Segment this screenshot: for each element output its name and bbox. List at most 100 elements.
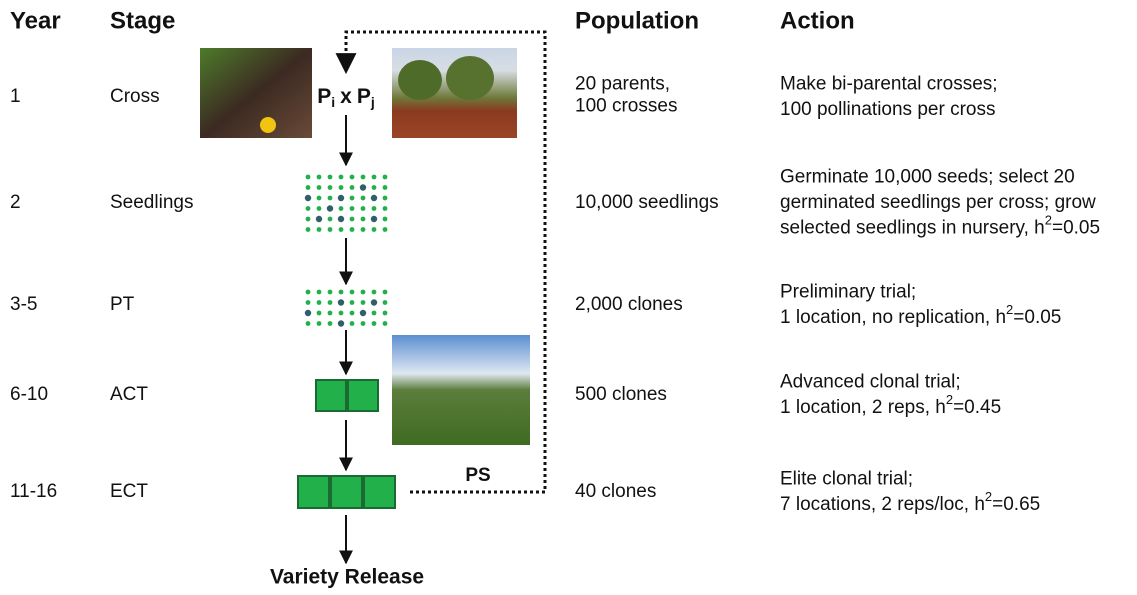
subscript: i [331,94,335,110]
seedling-dot [327,321,333,326]
stage: Seedlings [110,192,193,213]
seedling-dot [382,206,388,211]
seedling-dot [305,216,311,222]
year: 1 [10,86,21,107]
seedling-dot [305,227,311,232]
action-text: =0.05 [1052,218,1100,239]
seedling-dot [371,185,377,190]
photo-hand [200,48,312,138]
seedling-dot [304,194,312,202]
seedling-dot [371,289,377,295]
seedling-dot [327,300,333,305]
action-text: selected seedlings in nursery, h [780,218,1045,239]
action-line: 1 location, 2 reps, h2=0.45 [780,392,1001,418]
seedling-dot [360,216,366,222]
stage: PT [110,294,135,315]
seedling-dot [338,174,344,180]
action-text: Germinate 10,000 seeds; select 20 [780,167,1075,188]
seedling-dot [371,227,377,232]
plot-box [363,475,396,509]
seedling-dot [338,206,344,211]
seedling-dot [360,206,366,211]
seedling-dot [382,310,388,316]
action-text: =0.45 [953,397,1001,418]
seedling-dot [316,174,322,180]
seedling-dot [371,310,377,316]
seedling-dot [371,321,377,326]
seedling-dot [349,195,355,201]
action-text: Preliminary trial; [780,281,916,302]
header-population: Population [575,7,699,34]
seedling-dot [360,227,366,232]
action-line: Advanced clonal trial; [780,371,961,392]
seedling-dot [316,227,322,232]
action-text: Advanced clonal trial; [780,371,961,392]
seedling-dot [305,185,311,190]
photo-field [392,335,530,445]
action-text: =0.65 [992,494,1040,515]
superscript: 2 [1045,213,1052,228]
seedling-dot [305,300,311,305]
seedling-dot [349,310,355,316]
superscript: 2 [946,392,953,407]
seedling-dot [349,206,355,211]
seedling-dot [370,299,378,306]
seedling-dot [359,309,367,317]
stage: Cross [110,86,160,107]
seedling-dot [305,206,311,211]
action-line: Preliminary trial; [780,281,916,302]
seedling-dot [382,289,388,295]
action-line: Make bi-parental crosses; [780,73,998,94]
year: 11-16 [10,481,57,502]
seedling-dot [349,185,355,190]
seedling-dot [349,300,355,305]
population: 2,000 clones [575,294,683,315]
stage: ACT [110,384,148,405]
output-label: Variety Release [270,566,424,589]
tree [398,60,442,100]
seedling-dot [382,195,388,201]
seedling-dot [305,321,311,326]
header-action: Action [780,7,855,34]
seedling-dot [316,185,322,190]
seedling-dot [316,206,322,211]
seedling-dot [327,289,333,295]
action-line: 1 location, no replication, h2=0.05 [780,302,1061,328]
population: 40 clones [575,481,656,502]
plot-box [330,475,363,509]
seedling-dot [360,289,366,295]
header-year: Year [10,7,61,34]
year: 3-5 [10,294,37,315]
stage: ECT [110,481,148,502]
seedling-dot [349,321,355,326]
seedling-dot [360,300,366,305]
seedling-dot [382,321,388,326]
seedling-dot [371,174,377,180]
seedling-dot [349,227,355,232]
seedling-dot [337,215,345,223]
seedling-dot [327,174,333,180]
action-text: 1 location, no replication, h [780,307,1006,328]
feedback-line [335,30,547,494]
year: 2 [10,192,21,213]
seedling-dot [337,194,345,202]
seedling-dot [316,321,322,326]
header-stage: Stage [110,7,175,34]
seedling-dot [327,227,333,232]
seedling-dot [327,216,333,222]
cross-label: Pi x Pj [317,85,375,110]
seedling-dot [370,194,378,202]
times: x [340,85,352,108]
seedling-dot [349,174,355,180]
tree [446,56,494,100]
seedling-dot [327,310,333,316]
parent: P [317,85,331,108]
action-line: 7 locations, 2 reps/loc, h2=0.65 [780,489,1040,515]
feedback-label: PS [465,465,490,486]
seedling-dot [382,216,388,222]
seedling-dot [359,184,367,191]
seedling-dot [382,185,388,190]
subscript: j [370,94,375,110]
seedling-dot [316,289,322,295]
